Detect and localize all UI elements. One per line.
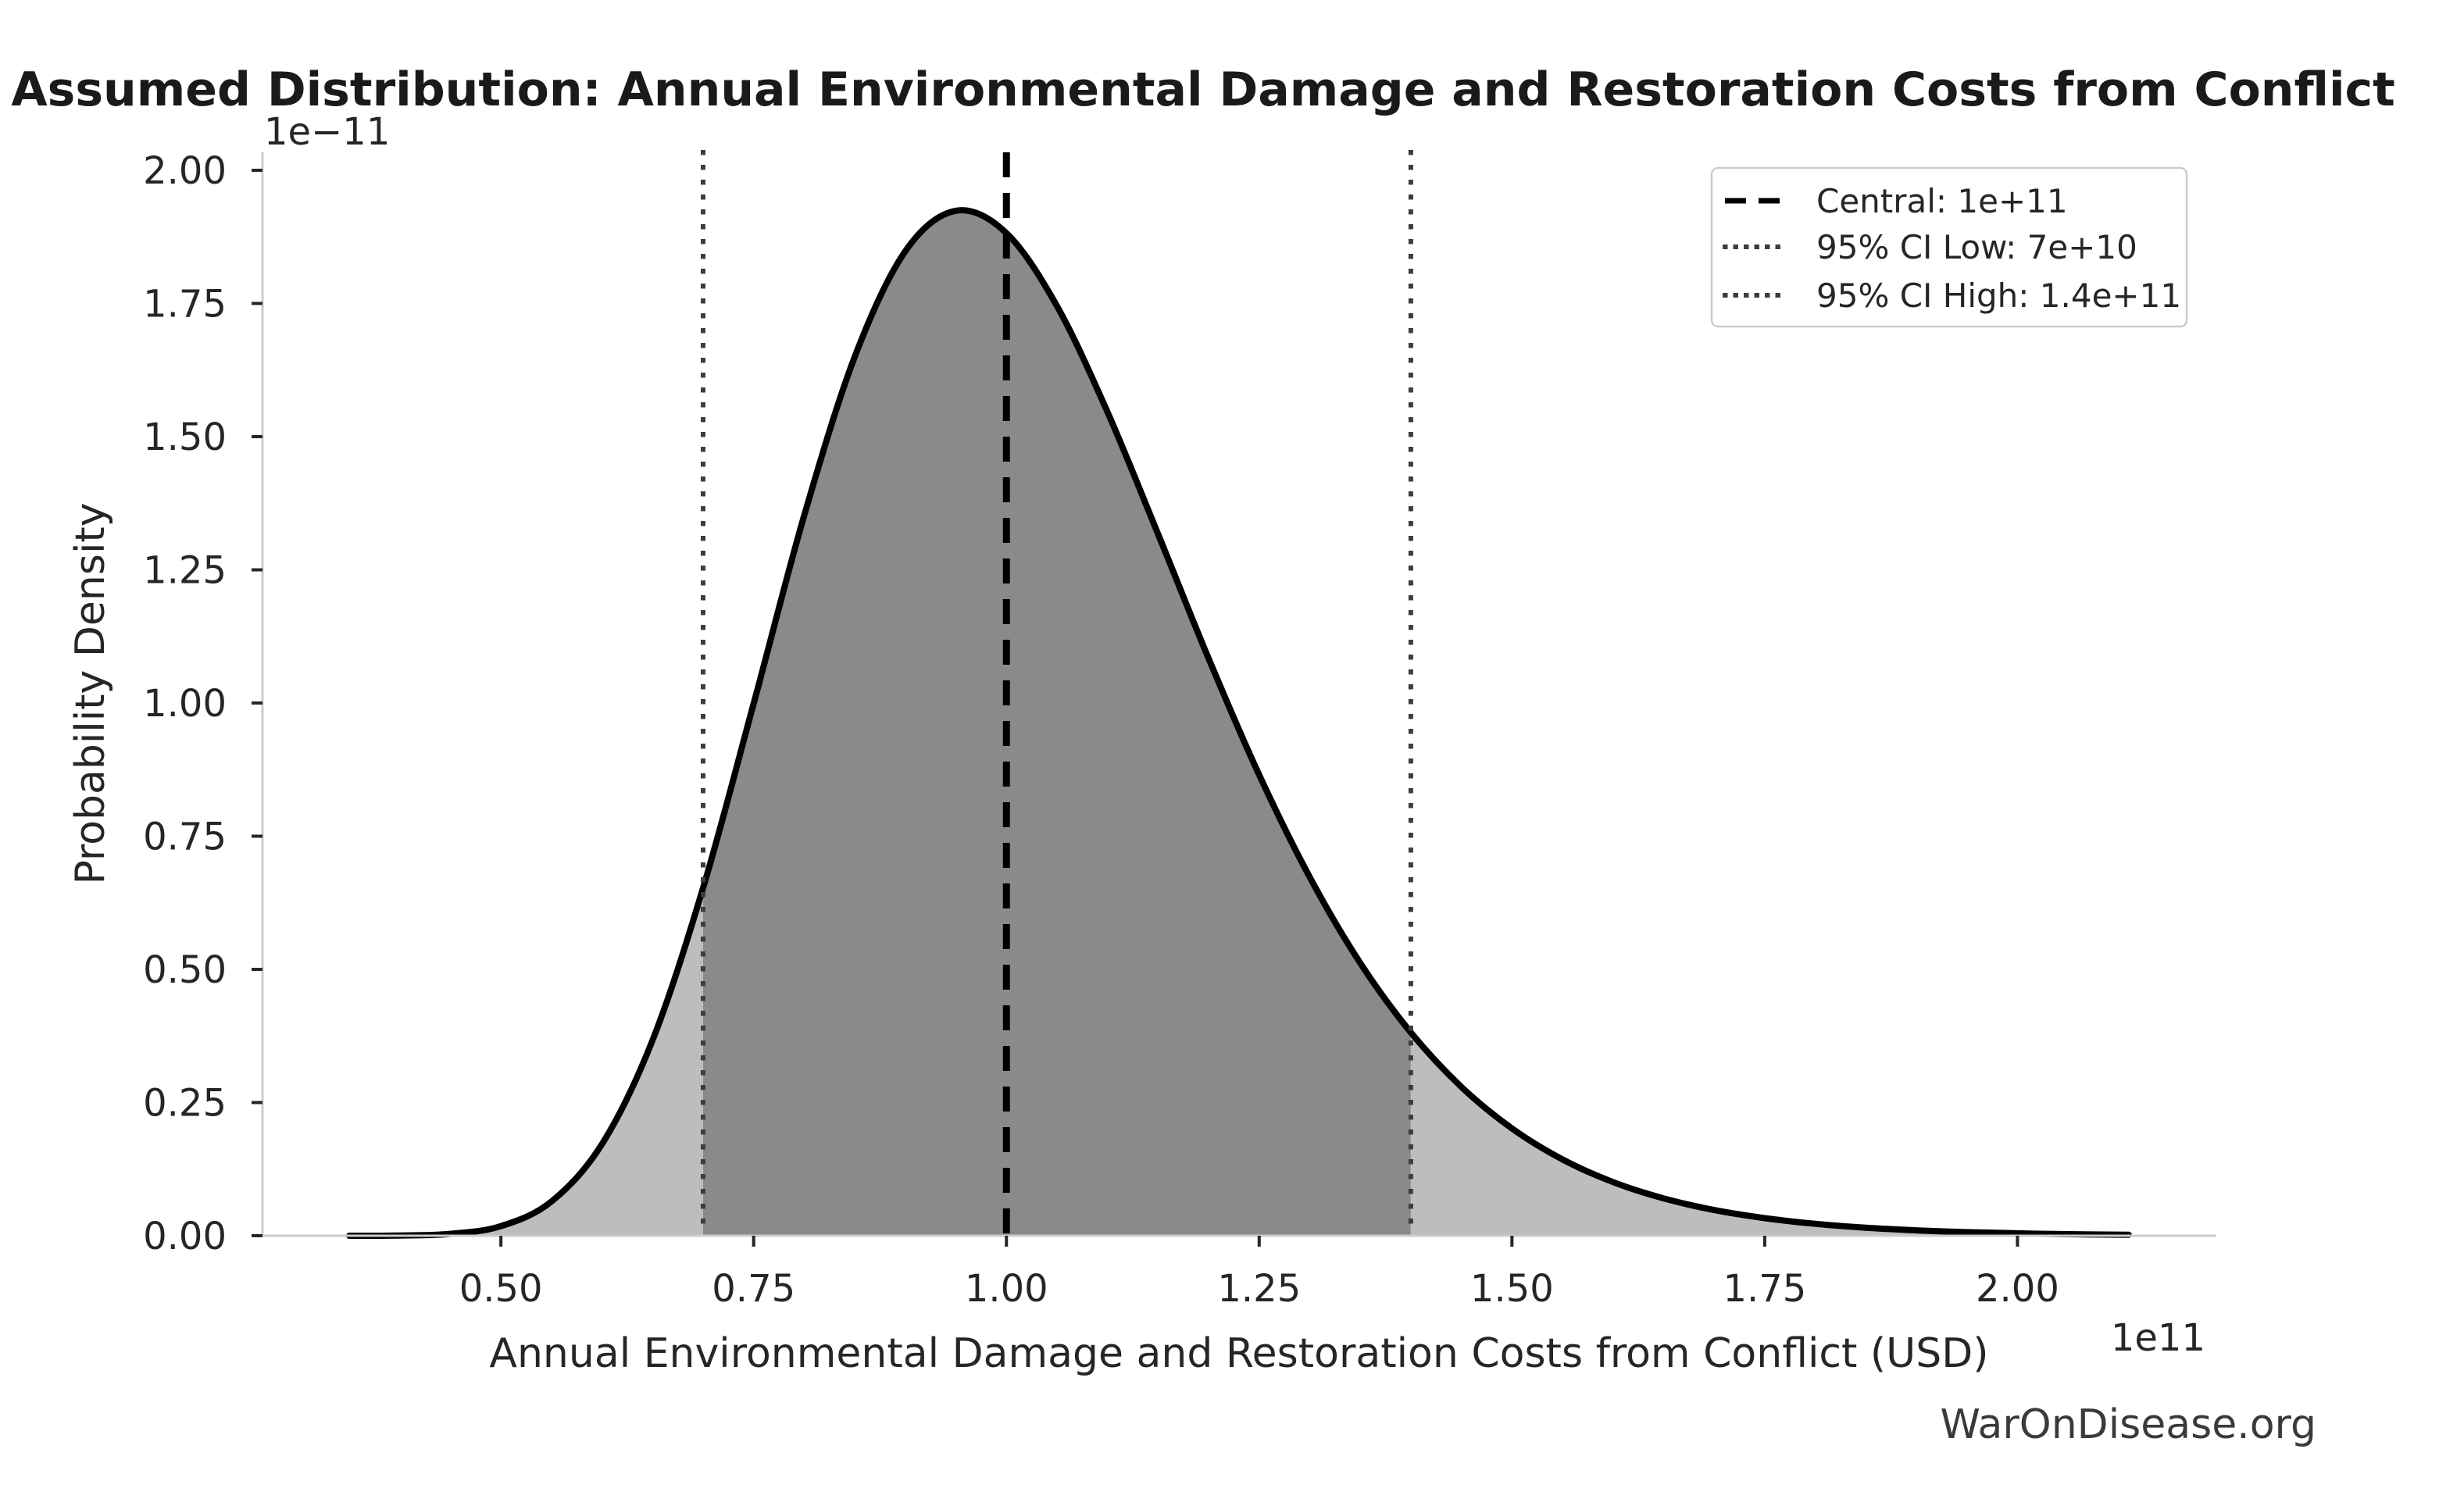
y-tick-label: 0.25	[143, 1081, 227, 1125]
y-axis-label: Probability Density	[67, 502, 114, 884]
x-tick-label: 2.00	[1976, 1267, 2059, 1311]
watermark: WarOnDisease.org	[1940, 1401, 2316, 1448]
ci-band-fill	[703, 210, 1411, 1236]
y-tick-label: 0.50	[143, 948, 227, 992]
legend: Central: 1e+11 95% CI Low: 7e+10 95% CI …	[1710, 166, 2188, 328]
y-tick-label: 1.00	[143, 682, 227, 726]
density-fill-layer	[349, 210, 2129, 1237]
x-tick-label: 0.50	[459, 1267, 543, 1311]
x-axis-offset-text: 1e11	[2111, 1316, 2205, 1360]
x-tick-label: 1.50	[1470, 1267, 1554, 1311]
x-tick-label: 1.00	[965, 1267, 1048, 1311]
density-curve	[346, 207, 2132, 1240]
density-curve-layer	[346, 207, 2132, 1240]
right-tail-fill	[1410, 1032, 2129, 1236]
y-tick-label: 1.50	[143, 416, 227, 459]
y-tick-label: 0.75	[143, 815, 227, 858]
chart-title: Assumed Distribution: Annual Environment…	[11, 62, 2395, 117]
y-tick-label: 0.00	[143, 1215, 227, 1258]
axes-spines-layer	[261, 152, 2216, 1237]
x-tick-label: 1.75	[1723, 1267, 1806, 1311]
legend-box	[1710, 166, 2188, 328]
x-tick-label: 0.75	[712, 1267, 795, 1311]
left-tail-fill	[349, 887, 703, 1237]
legend-entry-central: Central: 1e+11	[1816, 182, 2068, 220]
legend-entry-ci-high: 95% CI High: 1.4e+11	[1816, 277, 2181, 315]
x-axis-label: Annual Environmental Damage and Restorat…	[489, 1330, 1988, 1377]
legend-entry-ci-low: 95% CI Low: 7e+10	[1816, 228, 2137, 266]
y-tick-label: 2.00	[143, 149, 227, 193]
axes-ticks-layer: 0.50 0.75 1.00 1.25 1.50 1.75 2.00 0.00 0.25 0.50…	[143, 149, 2059, 1311]
y-axis-offset-text: 1e−11	[264, 110, 390, 154]
y-tick-label: 1.25	[143, 548, 227, 592]
x-tick-label: 1.25	[1217, 1267, 1301, 1311]
reference-lines-layer	[701, 150, 1413, 1238]
y-tick-label: 1.75	[143, 282, 227, 326]
